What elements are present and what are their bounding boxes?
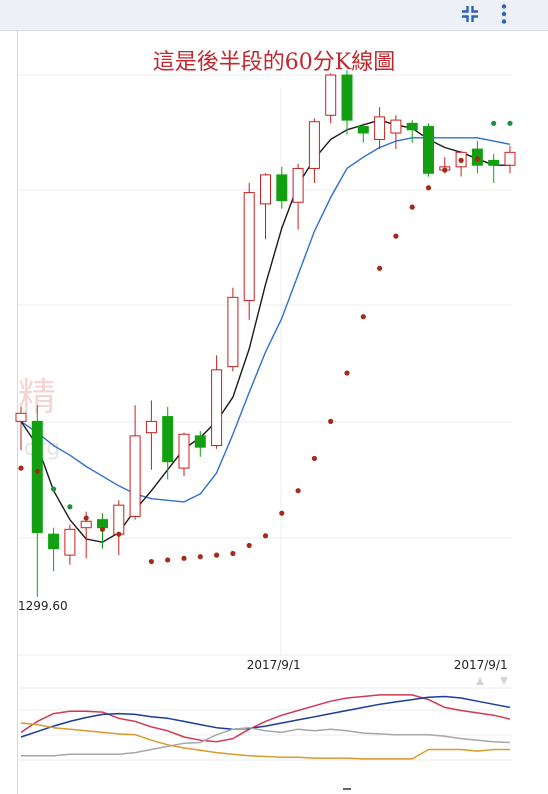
candle-down: [48, 533, 60, 550]
chart-left-frame: [17, 30, 18, 794]
min-price-label: 1299.60: [18, 599, 68, 613]
candle-up: [260, 174, 271, 205]
j-line: [20, 722, 510, 760]
candle-up: [325, 74, 337, 116]
sar-dot: [311, 455, 317, 462]
sar-dot: [116, 531, 122, 537]
scroll-up-icon[interactable]: [476, 677, 484, 685]
sar-dot: [262, 533, 269, 539]
sar-dot: [67, 504, 73, 510]
sar-dot: [442, 167, 448, 173]
candle-up: [211, 369, 223, 447]
sar-dot: [197, 554, 203, 560]
sar-dot: [507, 120, 513, 126]
candle-down: [488, 159, 500, 166]
sar-dot: [51, 486, 57, 492]
candle-down: [194, 435, 206, 448]
candle-up: [292, 167, 304, 203]
sar-dot: [491, 120, 497, 126]
candle-up: [390, 119, 402, 134]
sar-dot: [377, 265, 383, 271]
candle-up: [178, 433, 190, 469]
candle-up: [308, 121, 320, 169]
sar-dot: [148, 558, 154, 565]
sar-dot: [393, 233, 399, 239]
sar-dot: [214, 552, 220, 558]
sar-dot: [279, 510, 285, 516]
candle-up: [80, 520, 92, 529]
collapse-icon[interactable]: [458, 2, 482, 26]
candle-up: [145, 420, 157, 434]
candle-up: [227, 296, 239, 368]
k-line: [20, 694, 511, 743]
sar-dot: [34, 468, 40, 474]
d-line: [20, 695, 511, 738]
candle-up: [504, 151, 516, 166]
scroll-arrows: [476, 677, 508, 685]
chart-labels: 1299.60 2017/9/1 2017/9/1: [18, 599, 508, 672]
candlestick-series: [15, 70, 516, 597]
chart-toolbar: [0, 0, 548, 31]
sar-dot: [83, 515, 89, 521]
more-vert-icon[interactable]: [492, 2, 516, 26]
sar-dot: [246, 542, 252, 549]
sar-dot: [328, 418, 334, 424]
sar-dot: [409, 204, 415, 210]
candle-down: [341, 74, 353, 121]
sar-dot: [99, 526, 106, 532]
candle-up: [15, 412, 27, 422]
sar-dot: [474, 156, 480, 162]
candle-down: [162, 416, 174, 463]
sar-dot: [458, 157, 464, 163]
sar-dot: [295, 488, 301, 494]
extra-line: [21, 726, 511, 757]
sar-dot: [344, 370, 350, 376]
indicator-panel: [20, 694, 511, 760]
sar-series: [18, 120, 513, 565]
candle-down: [357, 126, 369, 134]
sar-dot: [425, 185, 432, 191]
chart-title: 這是後半段的60分K線圖: [152, 50, 396, 75]
sar-dot: [18, 465, 24, 471]
sar-dot: [230, 550, 236, 557]
candle-down: [423, 126, 434, 174]
x-tick-label: 2017/9/1: [454, 658, 508, 672]
candle-up: [374, 116, 386, 140]
sar-dot: [165, 557, 171, 563]
candle-up: [129, 435, 141, 517]
candle-down: [97, 519, 108, 529]
x-tick-label: 2017/9/1: [247, 658, 301, 672]
candle-down: [31, 420, 43, 534]
sar-dot: [360, 314, 366, 320]
candle-up: [113, 504, 125, 535]
sar-dot: [181, 555, 187, 561]
scroll-down-icon[interactable]: [500, 677, 508, 685]
candle-up: [64, 528, 76, 556]
candle-down: [276, 174, 288, 202]
candle-down: [406, 122, 418, 131]
candle-up: [243, 192, 255, 302]
